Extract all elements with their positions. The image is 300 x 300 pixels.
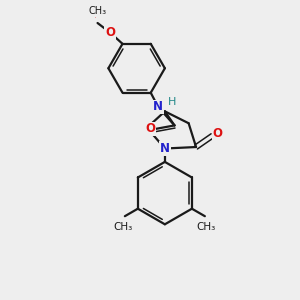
Text: CH₃: CH₃: [88, 7, 106, 16]
Text: N: N: [160, 142, 170, 155]
Text: N: N: [153, 100, 163, 113]
Text: O: O: [105, 26, 115, 39]
Text: H: H: [168, 97, 176, 107]
Text: CH₃: CH₃: [114, 221, 133, 232]
Text: O: O: [213, 127, 223, 140]
Text: O: O: [146, 122, 156, 136]
Text: O: O: [95, 17, 96, 18]
Text: CH₃: CH₃: [197, 221, 216, 232]
